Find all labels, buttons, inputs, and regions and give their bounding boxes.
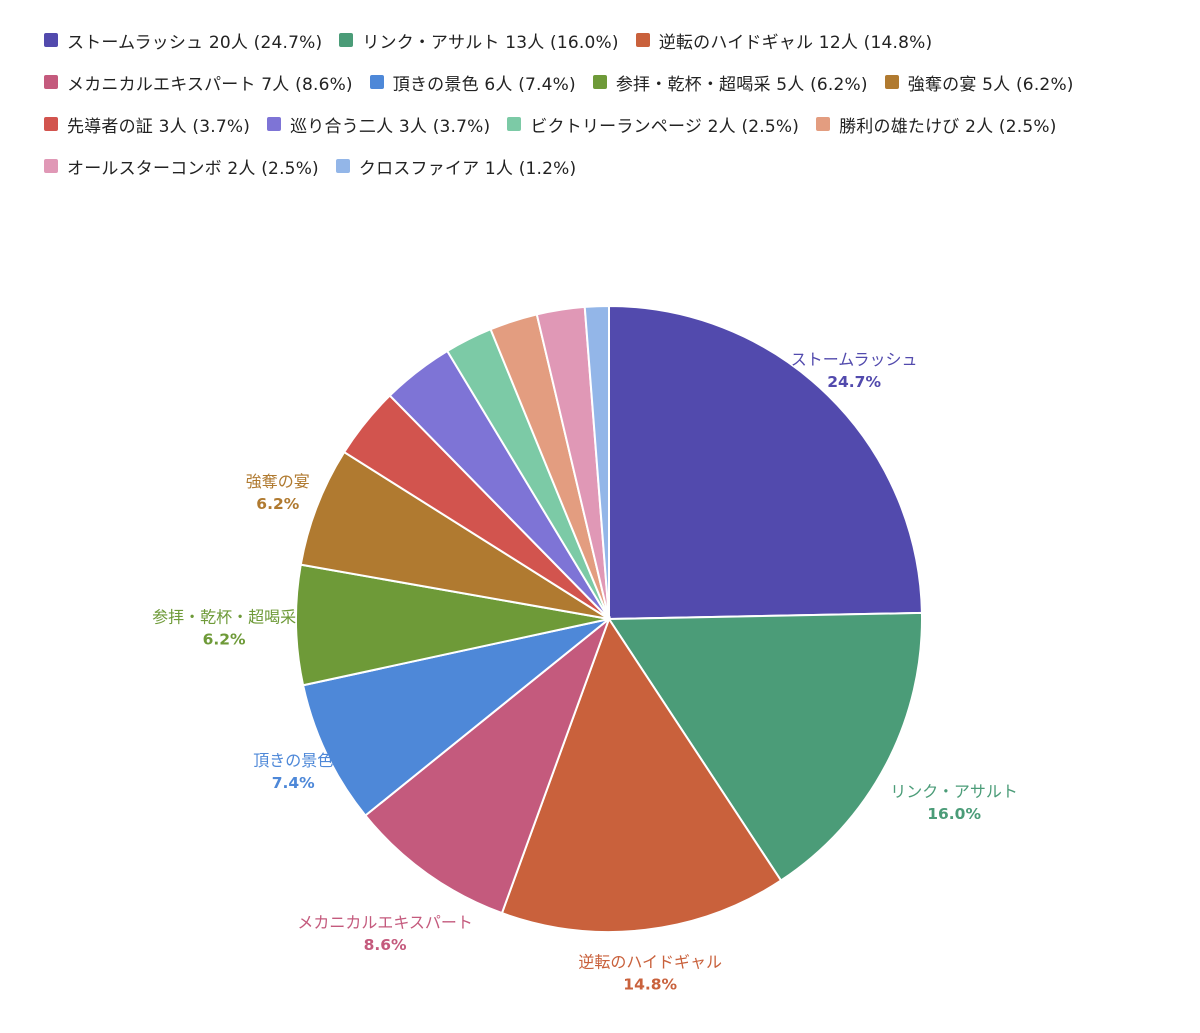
legend-label: ビクトリーランページ 2人 (2.5%): [530, 116, 800, 137]
slice-label-percent: 8.6%: [364, 936, 407, 954]
slice-label-percent: 16.0%: [927, 805, 981, 823]
slice-label-name: ストームラッシュ: [791, 350, 918, 369]
legend-swatch: [44, 159, 58, 173]
legend-item[interactable]: 頂きの景色 6人 (7.4%): [369, 68, 576, 96]
legend-item[interactable]: オールスターコンボ 2人 (2.5%): [44, 152, 319, 180]
legend-swatch: [635, 33, 650, 47]
pie-slice[interactable]: [607, 611, 923, 882]
legend-label: ストームラッシュ 20人 (24.7%): [67, 32, 323, 53]
slice-label-name: 参拝・乾杯・超喝采: [152, 608, 296, 627]
legend-swatch: [44, 75, 58, 89]
legend-label: メカニカルエキスパート 7人 (8.6%): [67, 74, 353, 95]
pie-slice[interactable]: [500, 616, 783, 933]
legend-item[interactable]: 勝利の雄たけび 2人 (2.5%): [816, 110, 1056, 138]
legend-item[interactable]: 強奪の宴 5人 (6.2%): [884, 68, 1074, 96]
slice-label-name: リンク・アサルト: [890, 782, 1018, 801]
legend-swatch: [592, 75, 607, 89]
legend-item[interactable]: クロスファイア 1人 (1.2%): [335, 152, 577, 180]
legend-swatch: [816, 117, 831, 131]
pie-slice[interactable]: [608, 304, 923, 621]
legend-label: リンク・アサルト 13人 (16.0%): [362, 32, 619, 53]
pie-slice[interactable]: [299, 450, 610, 620]
legend-item[interactable]: 参拝・乾杯・超喝采 5人 (6.2%): [592, 68, 868, 96]
legend-swatch: [369, 75, 384, 89]
slice-label-percent: 14.8%: [623, 976, 677, 994]
legend-item[interactable]: 先導者の証 3人 (3.7%): [44, 110, 250, 138]
legend-label: 勝利の雄たけび 2人 (2.5%): [839, 116, 1057, 137]
legend-label: 巡り合う二人 3人 (3.7%): [290, 116, 491, 137]
chart-legend: ストームラッシュ 20人 (24.7%) リンク・アサルト 13人 (16.0%)…: [44, 26, 1184, 180]
slice-label-percent: 6.2%: [203, 631, 246, 649]
legend-label: 逆転のハイドギャル 12人 (14.8%): [658, 32, 933, 53]
slice-label-name: 強奪の宴: [246, 472, 310, 491]
legend-label: 強奪の宴 5人 (6.2%): [907, 74, 1074, 95]
legend-label: 先導者の証 3人 (3.7%): [67, 116, 251, 137]
legend-swatch: [44, 117, 58, 131]
pie-slices: [295, 304, 923, 933]
legend-item[interactable]: 巡り合う二人 3人 (3.7%): [267, 110, 490, 138]
legend-swatch: [267, 117, 282, 131]
legend-item[interactable]: ビクトリーランページ 2人 (2.5%): [507, 110, 799, 138]
legend-swatch: [44, 33, 58, 47]
slice-label-percent: 6.2%: [256, 495, 299, 513]
legend-label: オールスターコンボ 2人 (2.5%): [67, 158, 319, 179]
pie-slice[interactable]: [363, 615, 612, 915]
pie-labels: ストームラッシュ 24.7% リンク・アサルト 16.0% 逆転のハイドギャル 14.8%…: [152, 350, 1018, 994]
pie-slice[interactable]: [295, 563, 610, 687]
legend-item[interactable]: ストームラッシュ 20人 (24.7%): [44, 26, 322, 54]
slice-label-percent: 7.4%: [272, 774, 315, 792]
legend-swatch: [339, 33, 354, 47]
legend-swatch: [507, 117, 522, 131]
legend-item[interactable]: リンク・アサルト 13人 (16.0%): [339, 26, 619, 54]
legend-swatch: [884, 75, 899, 89]
legend-label: 参拝・乾杯・超喝采 5人 (6.2%): [615, 74, 868, 95]
legend-swatch: [335, 159, 350, 173]
pie-slice[interactable]: [301, 618, 610, 817]
slice-label-percent: 24.7%: [827, 373, 881, 391]
legend-label: 頂きの景色 6人 (7.4%): [392, 74, 576, 95]
slice-label-name: 逆転のハイドギャル: [578, 953, 722, 972]
legend-label: クロスファイア 1人 (1.2%): [358, 158, 577, 179]
slice-label-name: 頂きの景色: [253, 751, 333, 770]
pie-slice[interactable]: [583, 304, 610, 620]
legend-item[interactable]: メカニカルエキスパート 7人 (8.6%): [44, 68, 353, 96]
slice-label-name: メカニカルエキスパート: [297, 913, 473, 932]
legend-item[interactable]: 逆転のハイドギャル 12人 (14.8%): [635, 26, 933, 54]
